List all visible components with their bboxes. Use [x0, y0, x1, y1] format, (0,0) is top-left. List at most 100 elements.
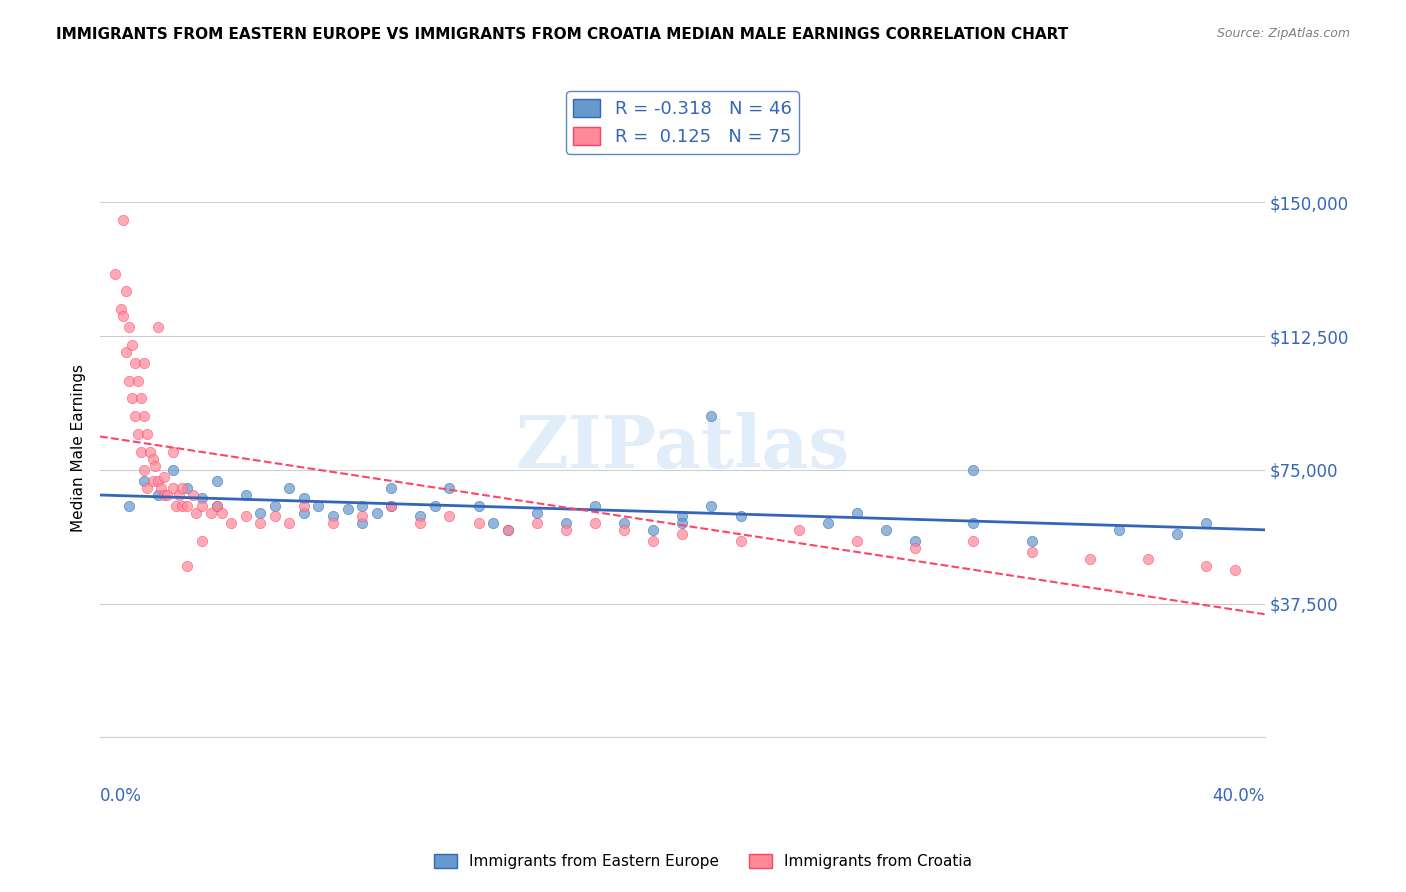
Point [496, 524, 519, 538]
Point [118, 374, 141, 388]
Point [643, 534, 665, 549]
Point [191, 499, 214, 513]
Point [1166, 527, 1188, 541]
Point [211, 506, 233, 520]
Point [1108, 524, 1130, 538]
Point [176, 499, 198, 513]
Point [322, 509, 344, 524]
Point [162, 463, 184, 477]
Point [162, 445, 184, 459]
Point [263, 499, 285, 513]
Point [121, 392, 143, 406]
Point [124, 409, 146, 424]
Text: 40.0%: 40.0% [1212, 788, 1264, 805]
Point [336, 502, 359, 516]
Point [846, 534, 869, 549]
Point [554, 516, 576, 531]
Point [875, 524, 897, 538]
Legend: Immigrants from Eastern Europe, Immigrants from Croatia: Immigrants from Eastern Europe, Immigran… [427, 848, 979, 875]
Point [613, 524, 636, 538]
Point [904, 541, 927, 556]
Point [423, 499, 446, 513]
Point [1195, 559, 1218, 574]
Point [1021, 545, 1043, 559]
Point [115, 345, 138, 359]
Point [200, 506, 222, 520]
Point [249, 516, 271, 531]
Point [817, 516, 839, 531]
Point [115, 285, 138, 299]
Point [205, 499, 228, 513]
Point [219, 516, 242, 531]
Point [205, 499, 228, 513]
Point [526, 506, 548, 520]
Point [1021, 534, 1043, 549]
Point [124, 356, 146, 370]
Point [235, 488, 257, 502]
Point [278, 516, 301, 531]
Point [129, 445, 152, 459]
Point [1195, 516, 1218, 531]
Point [308, 499, 330, 513]
Point [1078, 552, 1101, 566]
Point [263, 509, 285, 524]
Point [352, 509, 374, 524]
Point [135, 427, 157, 442]
Point [132, 356, 155, 370]
Point [132, 409, 155, 424]
Point [121, 338, 143, 352]
Point [526, 516, 548, 531]
Point [118, 499, 141, 513]
Point [439, 481, 461, 495]
Point [176, 481, 198, 495]
Point [962, 516, 984, 531]
Point [380, 499, 402, 513]
Point [700, 409, 723, 424]
Point [132, 463, 155, 477]
Point [380, 481, 402, 495]
Point [352, 499, 374, 513]
Point [846, 506, 869, 520]
Point [962, 534, 984, 549]
Point [162, 481, 184, 495]
Point [150, 481, 173, 495]
Point [145, 459, 167, 474]
Point [671, 516, 693, 531]
Point [467, 499, 489, 513]
Point [292, 506, 315, 520]
Point [322, 516, 344, 531]
Point [148, 474, 170, 488]
Point [352, 516, 374, 531]
Legend: R = -0.318   N = 46, R =  0.125   N = 75: R = -0.318 N = 46, R = 0.125 N = 75 [567, 91, 799, 153]
Point [141, 474, 163, 488]
Text: Source: ZipAtlas.com: Source: ZipAtlas.com [1216, 27, 1350, 40]
Point [181, 488, 204, 502]
Point [170, 499, 193, 513]
Point [141, 452, 163, 467]
Point [278, 481, 301, 495]
Point [112, 310, 135, 324]
Point [127, 427, 149, 442]
Text: IMMIGRANTS FROM EASTERN EUROPE VS IMMIGRANTS FROM CROATIA MEDIAN MALE EARNINGS C: IMMIGRANTS FROM EASTERN EUROPE VS IMMIGR… [56, 27, 1069, 42]
Point [439, 509, 461, 524]
Point [643, 524, 665, 538]
Point [583, 516, 606, 531]
Point [191, 491, 214, 506]
Point [496, 524, 519, 538]
Point [467, 516, 489, 531]
Point [138, 445, 160, 459]
Point [235, 509, 257, 524]
Point [205, 474, 228, 488]
Point [156, 488, 179, 502]
Point [730, 509, 752, 524]
Point [962, 463, 984, 477]
Point [730, 534, 752, 549]
Point [129, 392, 152, 406]
Point [671, 527, 693, 541]
Point [1225, 563, 1247, 577]
Point [409, 516, 432, 531]
Point [112, 213, 135, 227]
Point [292, 499, 315, 513]
Point [148, 320, 170, 334]
Point [170, 481, 193, 495]
